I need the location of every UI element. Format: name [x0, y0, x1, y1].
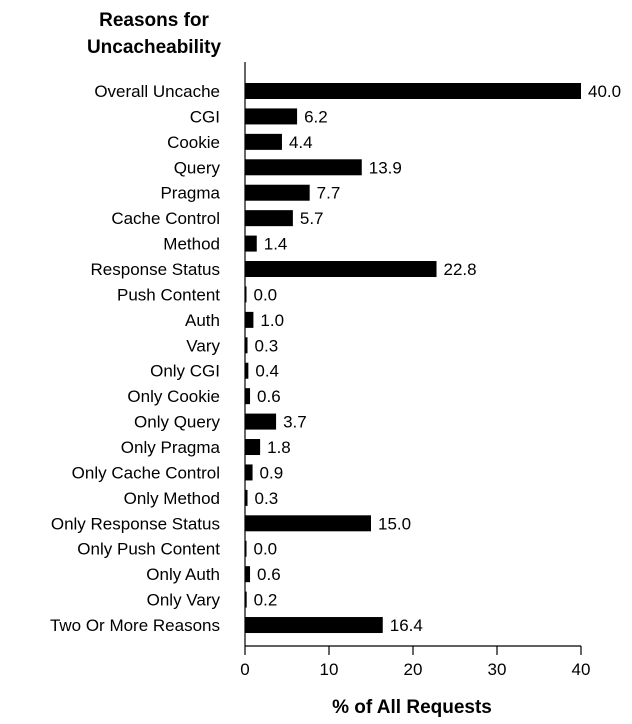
- axes-group: 0 10 20 30 40: [240, 62, 590, 679]
- bar: [245, 566, 250, 582]
- category-label: Two Or More Reasons: [50, 616, 220, 635]
- x-tick-label: 40: [572, 660, 591, 679]
- category-label: Only Push Content: [77, 540, 220, 559]
- category-label: Cache Control: [111, 209, 220, 228]
- bar: [245, 159, 362, 175]
- value-label: 1.4: [264, 235, 288, 254]
- x-tick-label: 0: [240, 660, 249, 679]
- bar: [245, 439, 260, 455]
- value-label: 0.3: [255, 489, 279, 508]
- bars-group: Overall Uncache 40.0 CGI 6.2 Cookie 4.4 Query 1…: [50, 82, 621, 635]
- category-label: Push Content: [117, 285, 220, 304]
- value-label: 15.0: [378, 514, 411, 533]
- chart-title-line-2: Uncacheability: [87, 37, 222, 58]
- category-label: Pragma: [160, 184, 220, 203]
- value-label: 3.7: [283, 413, 307, 432]
- value-label: 0.0: [254, 540, 278, 559]
- category-label: Only CGI: [150, 362, 220, 381]
- value-label: 13.9: [369, 158, 402, 177]
- value-label: 40.0: [588, 82, 621, 101]
- value-label: 16.4: [390, 616, 423, 635]
- bar: [245, 185, 310, 201]
- value-label: 0.0: [254, 285, 278, 304]
- x-axis-label: % of All Requests: [332, 697, 492, 718]
- value-label: 0.9: [260, 463, 284, 482]
- category-label: Cookie: [167, 133, 220, 152]
- value-label: 0.3: [255, 336, 279, 355]
- value-label: 1.0: [260, 311, 284, 330]
- x-tick-label: 20: [404, 660, 423, 679]
- bar: [245, 210, 293, 226]
- value-label: 22.8: [444, 260, 477, 279]
- category-label: Only Pragma: [121, 438, 221, 457]
- category-label: CGI: [190, 107, 220, 126]
- bar: [245, 388, 250, 404]
- x-tick-label: 30: [488, 660, 507, 679]
- bar: [245, 261, 437, 277]
- category-label: Response Status: [91, 260, 220, 279]
- bar: [245, 134, 282, 150]
- value-label: 5.7: [300, 209, 324, 228]
- bar: [245, 515, 371, 531]
- value-label: 6.2: [304, 107, 328, 126]
- category-label: Only Auth: [146, 565, 220, 584]
- chart-title-line-1: Reasons for: [99, 10, 209, 31]
- value-label: 4.4: [289, 133, 313, 152]
- category-label: Only Vary: [147, 591, 221, 610]
- category-label: Query: [174, 158, 221, 177]
- category-label: Method: [163, 235, 220, 254]
- bar: [245, 464, 253, 480]
- value-label: 0.6: [257, 387, 281, 406]
- value-label: 0.2: [254, 591, 278, 610]
- value-label: 0.4: [255, 362, 279, 381]
- value-label: 1.8: [267, 438, 291, 457]
- category-label: Auth: [185, 311, 220, 330]
- category-label: Only Cache Control: [72, 463, 220, 482]
- bar: [245, 108, 297, 124]
- bar: [245, 83, 581, 99]
- category-label: Overall Uncache: [94, 82, 220, 101]
- value-label: 0.6: [257, 565, 281, 584]
- bar: [245, 414, 276, 430]
- bar: [245, 236, 257, 252]
- category-label: Only Method: [124, 489, 220, 508]
- value-label: 7.7: [317, 184, 341, 203]
- category-label: Vary: [186, 336, 220, 355]
- bar: [245, 312, 253, 328]
- category-label: Only Response Status: [51, 514, 220, 533]
- x-tick-label: 10: [320, 660, 339, 679]
- category-label: Only Cookie: [127, 387, 220, 406]
- bar: [245, 617, 383, 633]
- category-label: Only Query: [134, 413, 220, 432]
